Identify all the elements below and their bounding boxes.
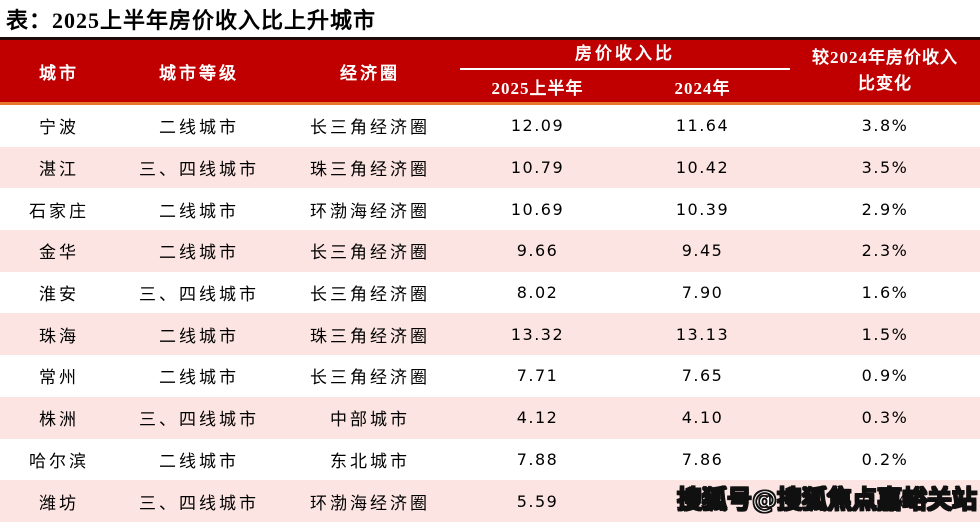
table-row: 常州 二线城市 长三角经济圈 7.71 7.65 0.9% — [0, 355, 980, 397]
header-change-line1: 较2024年房价收入 — [812, 47, 958, 67]
table-header: 城市 城市等级 经济圈 房价收入比 2025上半年 2024年 较2024年房价… — [0, 37, 980, 105]
cell-city: 湛江 — [39, 160, 79, 180]
cell-circle: 长三角经济圈 — [310, 285, 430, 305]
cell-ratio_2025h1: 8.02 — [516, 283, 559, 303]
cell-ratio_2025h1: 4.12 — [516, 408, 559, 428]
cell-tier: 二线城市 — [159, 118, 239, 138]
header-city: 城市 — [39, 63, 79, 83]
cell-city: 石家庄 — [29, 201, 89, 221]
cell-tier: 三、四线城市 — [139, 285, 259, 305]
header-change-line2: 比变化 — [858, 74, 912, 93]
header-circle: 经济圈 — [340, 63, 400, 83]
cell-ratio_2025h1: 13.32 — [510, 324, 565, 344]
cell-circle: 环渤海经济圈 — [310, 201, 430, 221]
cell-ratio_2024: 13.13 — [675, 324, 730, 344]
cell-circle: 中部城市 — [330, 410, 410, 430]
cell-tier: 二线城市 — [159, 451, 239, 471]
table-row: 潍坊 三、四线城市 环渤海经济圈 5.59 5.58 0.2% — [0, 480, 980, 522]
cell-tier: 三、四线城市 — [139, 160, 259, 180]
header-2025h1: 2025上半年 — [491, 78, 584, 98]
cell-change: 0.3% — [861, 408, 909, 428]
cell-ratio_2024: 7.86 — [681, 449, 724, 469]
cell-ratio_2024: 5.58 — [681, 491, 724, 511]
cell-city: 淮安 — [39, 285, 79, 305]
cell-change: 0.9% — [861, 366, 909, 386]
table-row: 宁波 二线城市 长三角经济圈 12.09 11.64 3.8% — [0, 105, 980, 147]
table-row: 金华 二线城市 长三角经济圈 9.66 9.45 2.3% — [0, 230, 980, 272]
cell-ratio_2024: 7.90 — [681, 283, 724, 303]
table-row: 湛江 三、四线城市 珠三角经济圈 10.79 10.42 3.5% — [0, 146, 980, 189]
cell-ratio_2025h1: 10.79 — [510, 158, 565, 178]
cell-change: 2.3% — [861, 241, 909, 261]
header-ratio-group: 房价收入比 2025上半年 2024年 — [460, 40, 790, 102]
cell-city: 常州 — [39, 368, 79, 388]
cell-change: 3.8% — [861, 116, 909, 136]
cell-ratio_2024: 10.42 — [675, 158, 730, 178]
cell-tier: 二线城市 — [159, 243, 239, 263]
cell-circle: 环渤海经济圈 — [310, 493, 430, 513]
cell-ratio_2025h1: 7.88 — [516, 449, 559, 469]
cell-change: 2.9% — [861, 199, 909, 219]
cell-ratio_2024: 9.45 — [681, 241, 724, 261]
table-row: 珠海 二线城市 珠三角经济圈 13.32 13.13 1.5% — [0, 313, 980, 356]
cell-ratio_2024: 10.39 — [675, 199, 730, 219]
cell-city: 哈尔滨 — [29, 451, 89, 471]
cell-tier: 二线城市 — [159, 326, 239, 346]
cell-ratio_2025h1: 9.66 — [516, 241, 559, 261]
cell-change: 1.5% — [861, 324, 909, 344]
cell-circle: 珠三角经济圈 — [310, 326, 430, 346]
watermark: 搜狐号@搜狐焦点嘉峪关站 — [676, 484, 977, 514]
cell-city: 宁波 — [39, 118, 79, 138]
table-row: 石家庄 二线城市 环渤海经济圈 10.69 10.39 2.9% — [0, 188, 980, 231]
cell-city: 株洲 — [39, 410, 79, 430]
cell-tier: 三、四线城市 — [139, 410, 259, 430]
table-row: 哈尔滨 二线城市 东北城市 7.88 7.86 0.2% — [0, 438, 980, 481]
cell-city: 珠海 — [39, 326, 79, 346]
cell-change: 0.2% — [861, 491, 909, 511]
cell-circle: 长三角经济圈 — [310, 118, 430, 138]
cell-circle: 东北城市 — [330, 451, 410, 471]
page-title: 表：2025上半年房价收入比上升城市 — [6, 8, 377, 33]
cell-ratio_2025h1: 10.69 — [510, 199, 565, 219]
cell-ratio_2024: 4.10 — [681, 408, 724, 428]
cell-circle: 长三角经济圈 — [310, 368, 430, 388]
cell-ratio_2025h1: 5.59 — [516, 491, 559, 511]
header-2024: 2024年 — [674, 78, 731, 98]
cell-city: 潍坊 — [39, 493, 79, 513]
cell-ratio_2025h1: 12.09 — [510, 116, 565, 136]
cell-tier: 二线城市 — [159, 368, 239, 388]
cell-ratio_2024: 7.65 — [681, 366, 724, 386]
cell-ratio_2025h1: 7.71 — [516, 366, 559, 386]
cell-circle: 珠三角经济圈 — [310, 160, 430, 180]
header-ratio-subcolumns: 2025上半年 2024年 — [460, 70, 790, 102]
header-tier: 城市等级 — [159, 63, 239, 83]
cell-change: 0.2% — [861, 449, 909, 469]
housing-price-income-table: 城市 城市等级 经济圈 房价收入比 2025上半年 2024年 较2024年房价… — [0, 37, 980, 522]
cell-circle: 长三角经济圈 — [310, 243, 430, 263]
cell-change: 3.5% — [861, 158, 909, 178]
cell-ratio_2024: 11.64 — [675, 116, 730, 136]
table-body: 宁波 二线城市 长三角经济圈 12.09 11.64 3.8% 湛江 三、四线城… — [0, 105, 980, 522]
header-ratio-group-title: 房价收入比 — [460, 40, 790, 70]
cell-change: 1.6% — [861, 283, 909, 303]
table-row: 淮安 三、四线城市 长三角经济圈 8.02 7.90 1.6% — [0, 271, 980, 314]
cell-tier: 三、四线城市 — [139, 493, 259, 513]
cell-tier: 二线城市 — [159, 201, 239, 221]
cell-city: 金华 — [39, 243, 79, 263]
table-row: 株洲 三、四线城市 中部城市 4.12 4.10 0.3% — [0, 396, 980, 439]
header-change: 较2024年房价收入 比变化 — [790, 40, 980, 102]
